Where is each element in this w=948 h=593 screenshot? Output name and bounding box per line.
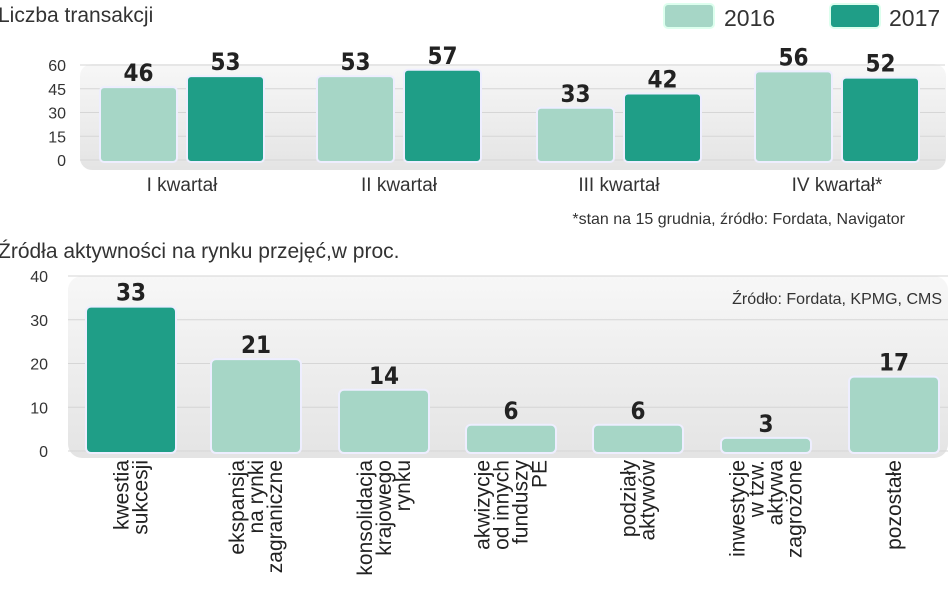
top-plot-panel — [80, 64, 946, 170]
category-label: sukcesji — [130, 460, 153, 535]
category-label: podziały — [618, 460, 641, 538]
bar — [465, 423, 557, 454]
legend-swatch-2017 — [829, 3, 881, 29]
y-tick-label: 10 — [30, 400, 48, 417]
bar-2016 — [316, 75, 395, 163]
legend: 2016 2017 — [663, 3, 940, 31]
category-label: III kwartał — [578, 175, 660, 196]
bar — [210, 358, 302, 454]
y-tick-label: 40 — [30, 269, 48, 286]
value-label: 56 — [778, 43, 808, 71]
value-label: 46 — [123, 59, 153, 87]
y-tick-label: 0 — [57, 153, 66, 170]
legend-swatch-2016 — [663, 3, 715, 29]
category-label: funduszy — [510, 460, 533, 545]
category-label: w tzw. — [746, 460, 769, 518]
category-label: PE — [529, 460, 552, 488]
category-label: aktywów — [637, 459, 660, 540]
category-label: pozostałe — [883, 460, 906, 550]
y-tick-label: 15 — [48, 129, 66, 146]
bar — [338, 388, 430, 454]
category-label: na rynki — [245, 460, 268, 534]
category-label: I kwartał — [147, 175, 219, 196]
bar-2016 — [536, 106, 615, 163]
y-tick-label: 30 — [30, 313, 48, 330]
top-chart-note: *stan na 15 grudnia, źródło: Fordata, Na… — [572, 211, 905, 228]
bar-2017 — [841, 76, 920, 163]
value-label: 53 — [340, 48, 370, 76]
value-label: 57 — [427, 42, 457, 70]
bar-2017 — [623, 92, 702, 163]
legend-label-2016: 2016 — [724, 5, 775, 31]
value-label: 3 — [758, 410, 773, 438]
y-tick-label: 45 — [48, 82, 66, 99]
bar — [720, 436, 812, 454]
value-label: 53 — [210, 48, 240, 76]
y-tick-label: 60 — [48, 58, 66, 75]
bar — [85, 305, 177, 454]
bottom-chart-title: Źródła aktywności na rynku przejęć,w pro… — [0, 240, 400, 263]
category-label: akwizycje — [472, 460, 495, 550]
category-label: aktywa — [765, 460, 788, 526]
bar-2016 — [754, 70, 833, 163]
category-label: inwestycje — [727, 460, 750, 557]
legend-label-2017: 2017 — [889, 5, 940, 31]
value-label: 21 — [241, 331, 271, 359]
bar-2016 — [99, 86, 178, 163]
y-tick-label: 20 — [30, 357, 48, 374]
category-label: II kwartał — [361, 175, 438, 196]
value-label: 14 — [369, 362, 399, 390]
value-label: 33 — [560, 80, 590, 108]
y-tick-label: 0 — [39, 444, 48, 461]
bar-2017 — [403, 68, 482, 163]
bar — [592, 423, 684, 454]
value-label: 6 — [630, 397, 645, 425]
category-label: od innych — [491, 460, 514, 550]
top-chart-title: Liczba transakcji — [0, 4, 153, 27]
category-label: zagrożone — [784, 460, 807, 558]
bottom-chart-source: Źródło: Fordata, KPMG, CMS — [732, 289, 942, 308]
category-label: zagraniczne — [264, 460, 287, 573]
bar-2017 — [186, 75, 265, 163]
category-label: rynku — [392, 460, 415, 511]
category-label: kwestia — [111, 460, 134, 530]
y-tick-label: 30 — [48, 106, 66, 123]
value-label: 42 — [647, 66, 677, 94]
value-label: 17 — [879, 349, 909, 377]
bar — [848, 375, 940, 454]
value-label: 33 — [116, 279, 146, 307]
category-label: konsolidacja — [354, 460, 377, 576]
category-label: ekspansja — [226, 460, 249, 555]
category-label: IV kwartał* — [792, 175, 883, 196]
value-label: 52 — [865, 50, 895, 78]
category-label: krajowego — [373, 460, 396, 556]
value-label: 6 — [503, 397, 518, 425]
